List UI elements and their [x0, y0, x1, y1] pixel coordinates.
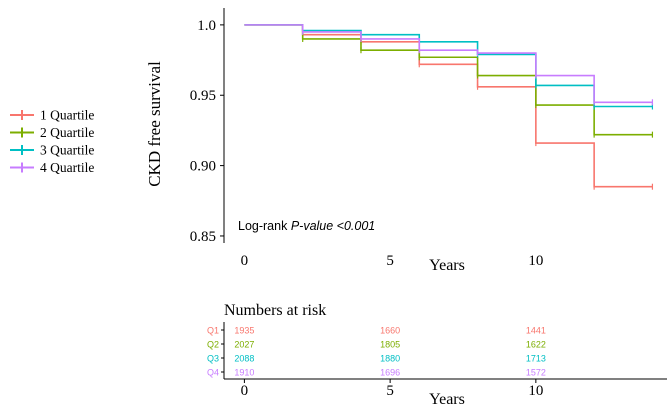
survival-curve — [244, 24, 653, 104]
risk-count: 2088 — [234, 354, 254, 364]
legend-label: 3 Quartile — [40, 143, 94, 158]
x-axis-label: Years — [429, 257, 465, 274]
legend-item: 1 Quartile — [10, 108, 94, 123]
risk-x-tick-label: 5 — [386, 383, 394, 399]
risk-count: 2027 — [234, 340, 254, 350]
legend-label: 1 Quartile — [40, 108, 94, 123]
legend: 1 Quartile 2 Quartile 3 Quartile 4 Quartile — [10, 108, 94, 175]
legend-item: 2 Quartile — [10, 125, 94, 140]
survival-curve — [244, 24, 653, 188]
risk-count: 1713 — [526, 354, 546, 364]
series-2 — [244, 24, 654, 138]
x-tick-label: 0 — [241, 253, 249, 269]
x-tick-label: 10 — [528, 253, 543, 269]
risk-table-title: Numbers at risk — [224, 302, 326, 319]
risk-count: 1696 — [380, 368, 400, 378]
risk-table-x-axis-label: Years — [429, 391, 465, 406]
risk-row-label: Q4 — [207, 368, 219, 378]
legend-label: 2 Quartile — [40, 125, 94, 140]
risk-row-label: Q2 — [207, 340, 219, 350]
series-3 — [244, 24, 654, 110]
survival-curve — [244, 24, 653, 136]
survival-curve — [244, 24, 653, 108]
risk-count: 1572 — [526, 368, 546, 378]
y-tick-label: 0.95 — [190, 88, 216, 104]
y-axis-label: CKD free survival — [145, 61, 164, 187]
numbers-at-risk-table: Numbers at risk 0 5 10 Q1 1935 1660 1441 Q2 202… — [207, 302, 667, 406]
logrank-annotation: Log-rank P-value <0.001 — [238, 219, 375, 233]
risk-count: 1910 — [234, 368, 254, 378]
survival-plot: CKD free survival 0.85 0.90 0.95 1.0 0 5 10 Ye… — [145, 8, 654, 274]
risk-row: Q4 1910 1696 1572 — [207, 368, 546, 378]
risk-count: 1880 — [380, 354, 400, 364]
risk-count: 1805 — [380, 340, 400, 350]
risk-row: Q3 2088 1880 1713 — [207, 354, 546, 364]
risk-count: 1441 — [526, 326, 546, 336]
legend-item: 3 Quartile — [10, 143, 94, 158]
y-tick-label: 1.0 — [197, 18, 216, 34]
x-tick-label: 5 — [386, 253, 394, 269]
legend-label: 4 Quartile — [40, 160, 94, 175]
series-4 — [244, 24, 654, 106]
logrank-p-value: P-value <0.001 — [291, 219, 375, 233]
y-tick-label: 0.90 — [190, 159, 216, 175]
y-tick-label: 0.85 — [190, 229, 216, 245]
risk-row-label: Q1 — [207, 326, 219, 336]
risk-count: 1622 — [526, 340, 546, 350]
risk-x-tick-label: 0 — [241, 383, 249, 399]
logrank-prefix: Log-rank — [238, 219, 291, 233]
risk-x-tick-label: 10 — [528, 383, 543, 399]
legend-item: 4 Quartile — [10, 160, 94, 175]
risk-count: 1660 — [380, 326, 400, 336]
risk-row: Q2 2027 1805 1622 — [207, 340, 546, 350]
risk-count: 1935 — [234, 326, 254, 336]
risk-row-label: Q3 — [207, 354, 219, 364]
risk-row: Q1 1935 1660 1441 — [207, 326, 546, 336]
